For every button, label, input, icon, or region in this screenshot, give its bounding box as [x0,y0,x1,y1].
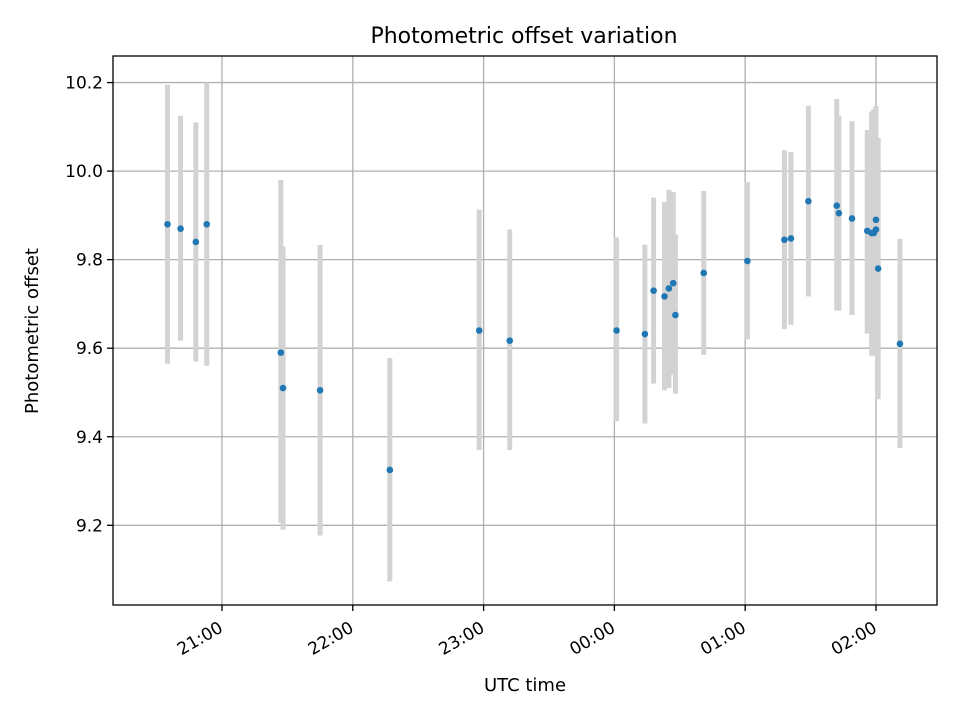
x-tick-label: 01:00 [697,618,749,660]
y-tick-label: 9.4 [76,428,103,448]
y-axis-ticks: 9.2 9.4 9.6 9.8 10.0 10.2 [65,74,113,536]
data-point [177,225,184,232]
data-point [896,340,904,348]
error-bars [164,82,903,582]
y-tick-label: 9.6 [76,339,103,359]
data-point [279,384,287,392]
x-tick-label: 23:00 [436,618,488,660]
data-point [672,311,679,319]
data-point [164,220,171,228]
data-point [613,327,620,334]
x-axis-label: UTC time [484,675,566,696]
y-tick-label: 9.8 [76,251,103,271]
data-point [192,238,200,246]
data-point [872,216,880,224]
data-point [874,265,882,272]
data-point [277,349,285,356]
data-point [787,235,795,242]
data-points [164,197,904,474]
data-point [848,215,856,222]
data-point [316,386,324,394]
data-point [650,287,657,294]
data-point [744,257,751,265]
data-point [641,330,649,338]
data-point [805,197,812,205]
data-point [872,226,880,233]
y-tick-label: 10.0 [65,162,103,182]
plot-frame [112,55,938,606]
data-point [475,327,483,334]
data-point [833,202,841,209]
chart-title: Photometric offset variation [370,24,677,49]
data-point [665,285,673,292]
x-tick-label: 02:00 [828,618,880,660]
y-tick-label: 10.2 [65,74,103,94]
x-tick-label: 21:00 [174,618,226,660]
data-point [669,279,677,287]
y-tick-label: 9.2 [76,516,103,536]
data-point [386,466,394,474]
x-tick-label: 22:00 [305,618,357,660]
data-point [835,209,843,217]
x-axis-ticks: 21:00 22:00 23:00 00:00 01:00 02:00 [174,605,880,660]
data-point [781,236,788,244]
data-point [203,220,211,228]
gridlines [113,56,937,605]
data-point [506,337,514,344]
data-point [661,293,668,300]
y-axis-label: Photometric offset [22,248,43,414]
data-point [700,269,708,277]
x-tick-label: 00:00 [566,618,618,660]
